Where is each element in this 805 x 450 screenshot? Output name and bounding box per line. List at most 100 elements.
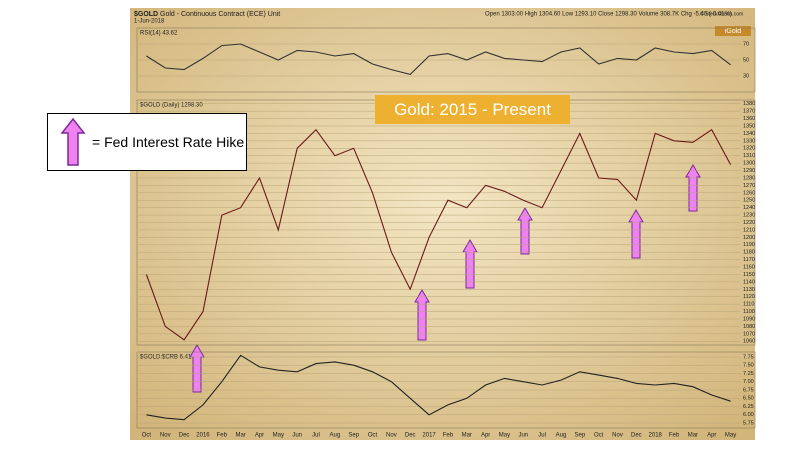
y-tick-label: 1200: [743, 235, 755, 241]
y-tick-label: 1180: [743, 250, 755, 256]
y-tick-label: 6.00: [743, 412, 754, 418]
x-tick-label: Feb: [443, 433, 454, 439]
x-tick-label: Oct: [142, 433, 152, 439]
legend-text: = Fed Interest Rate Hike: [92, 134, 245, 150]
y-tick-label: 1280: [743, 175, 755, 181]
x-tick-label: May: [725, 433, 736, 439]
x-tick-label: Oct: [594, 433, 604, 439]
y-tick-label: 1260: [743, 190, 755, 196]
badge-bg: [715, 26, 751, 36]
series-line: [146, 354, 731, 421]
x-tick-label: Dec: [631, 433, 642, 439]
source: © StockCharts.com: [700, 10, 743, 17]
y-tick-label: 1130: [743, 287, 755, 293]
title-box: Gold: 2015 - Present: [375, 95, 570, 124]
x-tick-label: Aug: [330, 433, 341, 439]
x-tick-label: Mar: [688, 433, 698, 439]
x-tick-label: Sep: [348, 433, 359, 439]
y-tick-label: 1370: [743, 109, 755, 115]
x-tick-label: Jun: [292, 433, 302, 439]
y-tick-label: 1140: [743, 279, 755, 285]
y-tick-label: 1210: [743, 227, 755, 233]
y-tick-label: 1230: [743, 213, 755, 219]
y-tick-label: 7.25: [743, 371, 754, 377]
fed-hike-arrow: [628, 209, 644, 259]
x-tick-label: Apr: [255, 433, 264, 439]
y-tick-label: 1190: [743, 242, 755, 248]
y-tick-label: 6.75: [743, 387, 754, 393]
fed-hike-arrow: [517, 207, 533, 255]
y-tick-label: 6.50: [743, 396, 754, 402]
y-tick-label: 1110: [743, 302, 754, 308]
y-tick-label: 1340: [743, 131, 755, 137]
x-tick-label: Jul: [312, 433, 320, 439]
x-tick-label: May: [499, 433, 510, 439]
y-tick-label: 1250: [743, 198, 755, 204]
panel-title: RSI(14) 43.62: [140, 31, 178, 37]
panel-title: $GOLD (Daily) 1298.30: [140, 103, 203, 109]
y-tick-label: 5.75: [743, 420, 754, 426]
x-tick-label: Oct: [368, 433, 378, 439]
fed-hike-arrow: [685, 164, 701, 212]
x-tick-label: 2016: [196, 433, 210, 439]
title: Gold: 2015 - Present: [394, 99, 551, 119]
x-tick-label: Aug: [556, 433, 567, 439]
y-tick-label: 7.00: [743, 379, 754, 385]
y-tick-label: 1290: [743, 168, 755, 174]
series-line: [146, 43, 731, 76]
x-tick-label: Nov: [386, 433, 397, 439]
x-tick-label: Feb: [217, 433, 228, 439]
y-tick-label: 7.50: [743, 363, 754, 369]
x-tick-label: 2017: [422, 433, 436, 439]
x-tick-label: 2018: [649, 433, 663, 439]
x-tick-label: May: [273, 433, 284, 439]
y-tick-label: 1320: [743, 146, 755, 152]
y-tick-label: 1080: [743, 324, 755, 330]
y-tick-label: 6.25: [743, 404, 754, 410]
y-tick-label: 1170: [743, 257, 755, 263]
x-tick-label: Mar: [462, 433, 472, 439]
y-tick-label: 1100: [743, 309, 755, 315]
y-tick-label: 1270: [743, 183, 755, 189]
y-tick-label: 1160: [743, 264, 755, 270]
y-tick-label: 1220: [743, 220, 755, 226]
x-tick-label: Jun: [518, 433, 528, 439]
x-tick-label: Mar: [235, 433, 245, 439]
y-tick-label: 1330: [743, 138, 755, 144]
x-tick-label: Dec: [179, 433, 190, 439]
x-tick-label: Apr: [707, 433, 716, 439]
y-tick-label: 1150: [743, 272, 755, 278]
y-tick-label: 70: [743, 41, 749, 47]
x-tick-label: Apr: [481, 433, 490, 439]
x-tick-label: Sep: [574, 433, 585, 439]
y-tick-label: 7.75: [743, 354, 754, 360]
y-tick-label: 1070: [743, 331, 755, 337]
x-tick-label: Feb: [669, 433, 680, 439]
quote: Open 1303.00 High 1304.60 Low 1293.10 Cl…: [485, 12, 732, 18]
x-tick-label: Jul: [538, 433, 546, 439]
y-tick-label: 1380: [743, 101, 755, 107]
x-tick-label: Nov: [160, 433, 171, 439]
y-tick-label: 1240: [743, 205, 755, 211]
y-tick-label: 1310: [743, 153, 755, 159]
y-tick-label: 50: [743, 57, 749, 63]
legend-arrow: [60, 117, 86, 166]
legend-box: = Fed Interest Rate Hike: [47, 113, 247, 171]
symbol: $GOLD: [134, 11, 158, 18]
y-tick-label: 1120: [743, 294, 755, 300]
y-tick-label: 1090: [743, 316, 755, 322]
chart-background: [130, 8, 755, 440]
y-tick-label: 1060: [743, 339, 755, 345]
y-tick-label: 30: [743, 73, 749, 79]
date: 1-Jun-2018: [134, 19, 165, 25]
panel-title: $GOLD:$CRB 6.41: [140, 355, 192, 361]
series-line: [145, 128, 732, 341]
fed-hike-arrow: [414, 289, 430, 341]
x-tick-label: Nov: [612, 433, 623, 439]
description: Gold - Continuous Contract (ECE) Unit: [160, 11, 280, 18]
y-tick-label: 1300: [743, 161, 755, 167]
badge: iGold: [725, 28, 741, 35]
y-tick-label: 1360: [743, 116, 755, 122]
